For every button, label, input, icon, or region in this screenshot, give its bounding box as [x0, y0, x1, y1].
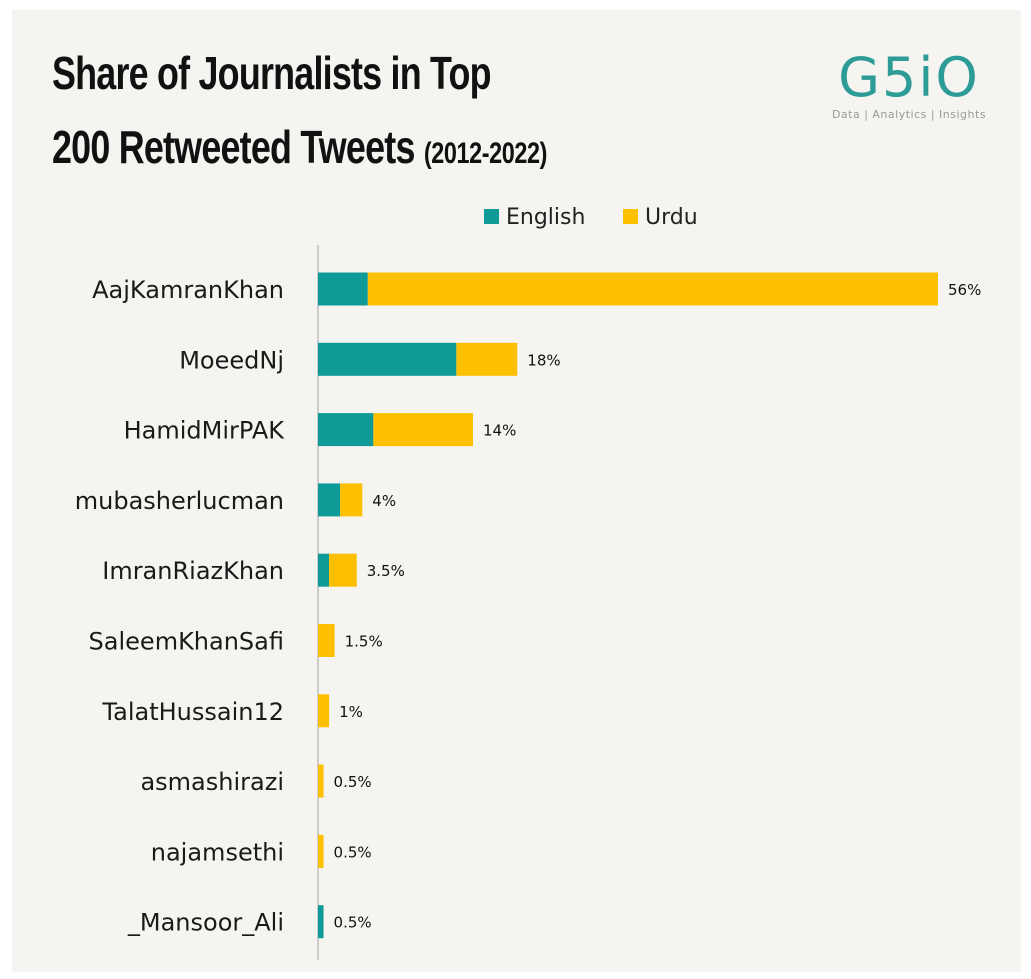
- bar-english: [318, 342, 457, 376]
- bars-group: [318, 272, 938, 939]
- bar-english: [318, 553, 330, 587]
- category-label: mubasherlucman: [75, 487, 284, 515]
- data-label: 56%: [948, 281, 981, 299]
- bar-urdu: [318, 764, 324, 798]
- chart-legend: English Urdu: [484, 205, 698, 230]
- data-label: 1%: [339, 703, 363, 721]
- brand-logo: G5iO Data | Analytics | Insights: [809, 46, 1009, 122]
- category-label: MoeedNj: [179, 346, 284, 374]
- bar-urdu: [318, 624, 335, 657]
- chart-title-main: 200 Retweeted Tweets: [52, 121, 415, 173]
- category-labels: AajKamranKhan MoeedNj HamidMirPAK mubasherl…: [75, 276, 286, 937]
- data-label: 4%: [372, 492, 396, 510]
- legend-swatch-urdu: [623, 209, 638, 224]
- data-label: 0.5%: [334, 914, 372, 932]
- bar-english: [318, 905, 324, 939]
- chart-title-years: (2012-2022): [423, 137, 548, 170]
- bar-urdu: [367, 272, 938, 306]
- bar-urdu: [456, 342, 518, 376]
- category-label: _Mansoor_Ali: [127, 909, 284, 937]
- bar-urdu: [318, 834, 324, 868]
- bar-english: [318, 483, 341, 517]
- chart-title-line-2: 200 Retweeted Tweets (2012-2022): [52, 120, 547, 174]
- bar-english: [318, 413, 374, 447]
- data-label: 3.5%: [367, 562, 405, 580]
- category-label: najamsethi: [151, 838, 284, 866]
- legend-swatch-english: [484, 209, 499, 224]
- bar-urdu: [318, 694, 330, 728]
- bar-urdu: [373, 413, 473, 447]
- chart-title-line-1: Share of Journalists in Top: [52, 47, 492, 99]
- bar-urdu: [329, 553, 357, 587]
- category-label: HamidMirPAK: [124, 417, 286, 445]
- bar-urdu: [340, 483, 363, 517]
- category-label: ImranRiazKhan: [102, 557, 284, 585]
- data-label: 18%: [527, 351, 560, 369]
- category-label: asmashirazi: [140, 768, 284, 796]
- data-label: 0.5%: [334, 773, 372, 791]
- logo-mark: G5iO: [838, 46, 980, 109]
- logo-tagline: Data | Analytics | Insights: [831, 108, 987, 121]
- legend-label-english: English: [506, 205, 585, 230]
- legend-label-urdu: Urdu: [645, 205, 698, 230]
- data-label: 14%: [483, 422, 516, 440]
- bar-chart: English Urdu AajKamranKhan MoeedNj HamidMir…: [75, 205, 982, 960]
- data-label: 0.5%: [334, 843, 372, 861]
- bar-english: [318, 272, 368, 306]
- data-labels: 56% 18% 14% 4% 3.5% 1.5% 1% 0.5% 0.5% 0.5%: [334, 281, 982, 932]
- category-label: TalatHussain12: [101, 698, 284, 726]
- chart-card: Share of Journalists in Top 200 Retweete…: [12, 10, 1021, 972]
- category-label: SaleemKhanSafi: [89, 628, 284, 656]
- data-label: 1.5%: [345, 633, 383, 651]
- category-label: AajKamranKhan: [92, 276, 284, 304]
